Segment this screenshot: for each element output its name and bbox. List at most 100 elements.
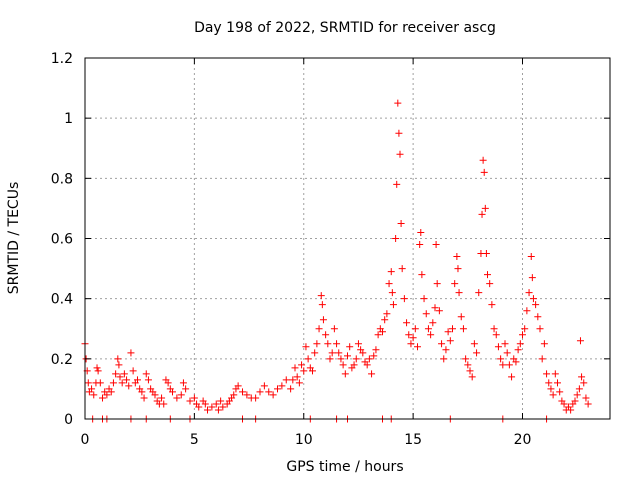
data-point [453,253,461,261]
data-point [480,168,488,176]
data-point [318,301,326,309]
data-point [551,370,559,378]
data-point [368,370,376,378]
data-point [418,271,426,279]
data-point [339,361,347,369]
data-point [523,307,531,315]
data-point [459,325,467,333]
data-point [164,379,172,387]
data-point [177,391,185,399]
data-point [90,391,98,399]
x-tick-label: 15 [404,432,422,448]
y-tick-label: 0.6 [51,232,73,248]
data-point [151,391,159,399]
data-point [214,406,222,414]
data-point [107,388,115,396]
data-point [397,219,405,227]
data-point [234,382,242,390]
y-tick-label: 0 [64,412,73,428]
data-point [392,235,400,242]
data-point [219,403,227,411]
data-point [499,361,507,369]
y-axis-label: SRMTID / TECUs [6,182,22,295]
data-point [440,355,448,363]
data-point [475,289,483,297]
data-point [372,346,380,354]
data-point [424,325,432,333]
data-point [322,331,330,339]
data-point [383,310,391,318]
data-point [584,400,592,408]
data-point [317,292,325,300]
data-point [575,385,583,393]
data-point [484,271,491,279]
x-axis-label: GPS time / hours [286,459,403,475]
data-point [521,325,529,333]
data-point [422,310,430,318]
data-point [393,180,401,188]
data-point [466,367,474,375]
data-point [295,379,303,387]
data-point [109,379,117,387]
data-point [313,340,321,348]
data-point [488,301,496,309]
data-point [473,349,481,357]
data-point [417,228,425,236]
data-point [217,397,225,405]
data-point [118,379,126,387]
data-point [319,316,327,324]
data-point [490,325,498,333]
data-point [328,349,336,357]
data-point [571,397,579,405]
data-point [512,358,520,366]
data-point [381,316,389,324]
data-point [438,340,446,348]
data-point [365,355,373,363]
x-tick-label: 0 [81,432,90,448]
data-point [431,304,439,312]
y-tick-label: 0.2 [51,352,73,368]
y-tick-label: 1 [64,111,73,127]
data-point [350,361,358,369]
data-point [457,313,465,321]
data-point [486,280,494,288]
data-point [127,349,135,357]
data-point [125,382,133,390]
data-point [335,349,343,357]
data-point [311,349,319,357]
x-tick-label: 20 [514,432,532,448]
data-point [580,379,588,387]
data-point [554,379,561,387]
x-tick-label: 5 [190,432,199,448]
data-point [497,355,505,363]
data-point [88,385,96,393]
data-point [432,241,440,249]
data-point [398,265,406,273]
data-point [516,340,524,348]
data-point [370,352,378,360]
data-point [385,280,393,288]
data-point [379,328,386,336]
data-point [302,343,310,351]
data-point [330,325,338,333]
data-point [433,280,441,288]
data-point [411,325,419,333]
data-point [527,253,535,261]
data-point [291,364,299,372]
data-point [395,129,403,137]
data-point [354,340,362,348]
data-point [479,156,487,164]
data-point [519,331,526,339]
data-point [514,346,522,354]
data-point [344,352,351,360]
data-point [287,385,295,393]
data-point [260,382,268,390]
y-tick-label: 0.8 [51,171,73,187]
data-point [547,385,555,393]
data-point [492,331,500,339]
data-point [435,307,443,315]
data-point [363,361,371,369]
data-point [190,394,198,402]
data-point [140,394,148,402]
